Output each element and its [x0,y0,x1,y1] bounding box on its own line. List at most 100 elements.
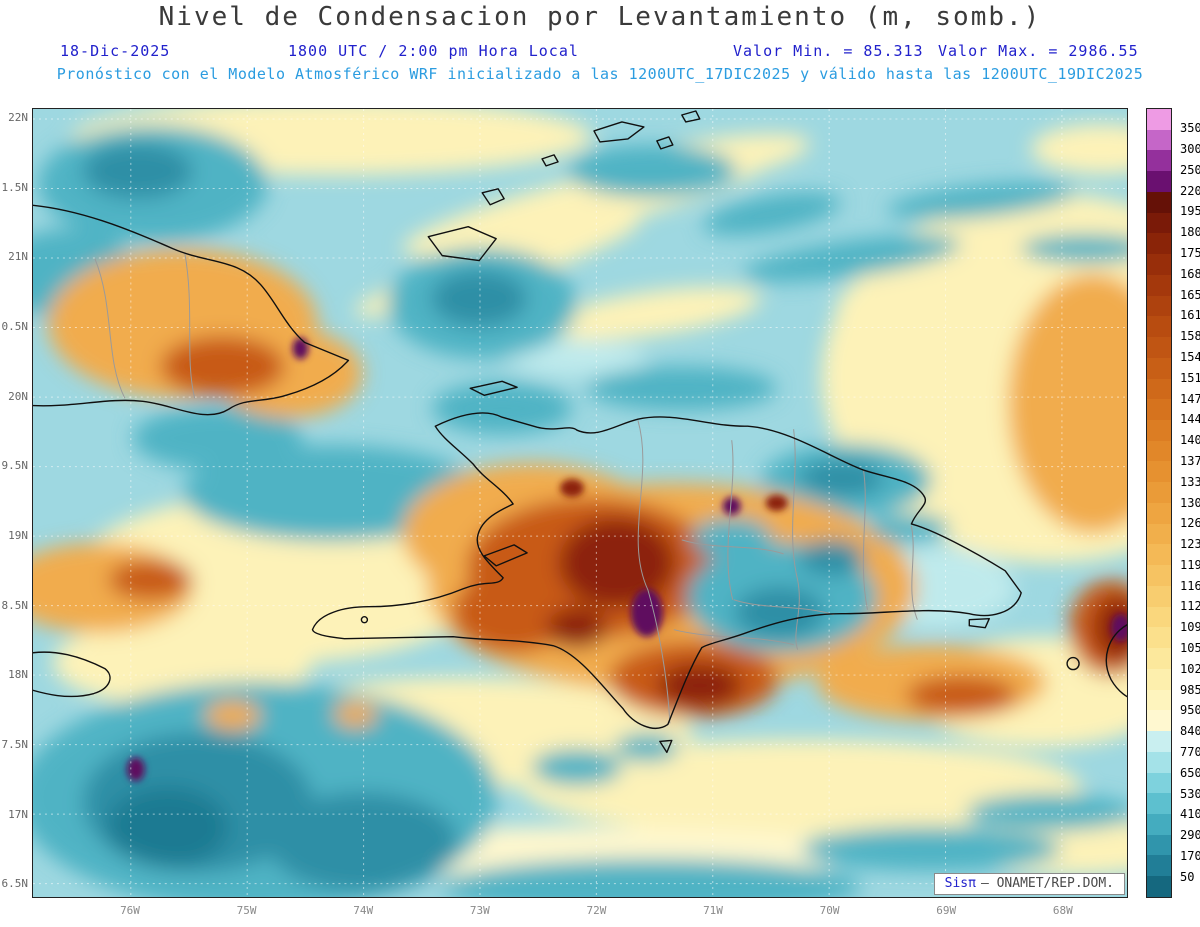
colorbar-cell [1147,420,1171,441]
colorbar-label: 1440 [1180,412,1200,427]
colorbar-label: 840 [1180,724,1200,739]
colorbar-cell [1147,772,1171,794]
colorbar-cell [1147,627,1171,649]
colorbar-cell [1147,565,1171,586]
colorbar-cell [1147,191,1171,213]
colorbar-label: 1650 [1180,287,1200,302]
lat-axis: 22N 1.5N 21N 0.5N 20N 9.5N 19N 8.5N 18N 7.5N 17N 6.… [0,108,29,898]
lat-tick-label: 9.5N [1,459,29,473]
small-cay-2 [681,110,701,123]
map-canvas [33,109,1127,897]
colorbar-cell [1147,233,1171,255]
small-cay [541,154,559,167]
colorbar-cell [1147,150,1171,172]
colorbar-label: 1685 [1180,266,1200,281]
colorbar-cell [1147,502,1171,524]
credit-org: — ONAMET/REP.DOM. [980,876,1114,891]
colorbar-label: 1475 [1180,391,1200,406]
colorbar-label: 1300 [1180,495,1200,510]
colorbar-label: 3500 [1180,121,1200,136]
lon-tick-label: 76W [120,904,140,917]
forecast-description: Pronóstico con el Modelo Atmosférico WRF… [56,65,1144,83]
lon-tick-label: 73W [469,904,490,917]
cuba-coastline [33,204,350,416]
colorbar-label: 530 [1180,786,1200,801]
lat-tick-label: 0.5N [1,320,29,334]
colorbar-label: 50 [1180,869,1195,884]
colorbar-cell [1147,316,1171,338]
colorbar-cell [1147,274,1171,296]
lon-tick-label: 75W [236,904,257,917]
colorbar-label: 1335 [1180,474,1200,489]
colorbar-cell [1147,648,1171,669]
colorbar-label: 1545 [1180,349,1200,364]
colorbar-label: 290 [1180,828,1200,843]
colorbar-label: 2500 [1180,162,1200,177]
colorbar-label: 1160 [1180,578,1200,593]
colorbar-cell [1147,295,1171,317]
beata-island [659,739,673,754]
lat-tick-label: 21N [8,250,28,264]
colorbar-cell [1147,378,1171,400]
colorbar-cell [1147,834,1171,856]
colorbar-cell [1147,689,1171,711]
colorbar-label: 410 [1180,807,1200,822]
colorbar-cell [1147,544,1171,566]
little-inagua-island [481,188,505,206]
colorbar-label: 1090 [1180,620,1200,635]
colorbar-label: 1405 [1180,433,1200,448]
hispaniola-coastline [311,412,1022,729]
valid-time: 1800 UTC / 2:00 pm Hora Local [288,42,579,60]
colorbar-cell [1147,129,1171,151]
saona-island [968,618,990,629]
tortuga-island [469,380,518,396]
lon-tick-label: 74W [353,904,374,917]
page-title: Nivel de Condensacion por Levantamiento … [158,2,1042,32]
lat-tick-label: 1.5N [1,180,29,194]
colorbar-cell [1147,876,1171,897]
jamaica-coastline [33,651,111,698]
colorbar-label: 950 [1180,703,1200,718]
colorbar-cell [1147,855,1171,877]
colorbar-label: 170 [1180,848,1200,863]
colorbar-cell [1147,710,1171,732]
colorbar-label: 1195 [1180,557,1200,572]
lat-tick-label: 17N [8,807,28,821]
navassa-island [360,616,369,624]
coastlines [33,110,1127,754]
lat-tick-label: 22N [8,111,28,124]
gonave-island [483,544,528,567]
colorbar-label: 1230 [1180,537,1200,552]
sispi-brand: Sisπ [944,876,976,891]
colorbar-cell [1147,793,1171,814]
lcl-field [33,109,1127,897]
colorbar-cell [1147,482,1171,503]
colorbar-label: 650 [1180,765,1200,780]
value-min: Valor Min. = 85.313 [733,42,924,60]
colorbar-label: 1125 [1180,599,1200,614]
lat-tick-label: 18N [8,668,28,682]
colorbar-cell [1147,171,1171,192]
colorbar-label: 1265 [1180,516,1200,531]
great-inagua-island [427,226,497,262]
colorbar-label: 1800 [1180,225,1200,240]
colorbar-label: 2200 [1180,183,1200,198]
lat-tick-label: 19N [8,529,28,543]
colorbar-label: 1020 [1180,661,1200,676]
lat-tick-label: 8.5N [1,598,29,612]
colorbar-cell [1147,109,1171,130]
mona-island [1066,656,1080,671]
lon-tick-label: 69W [936,904,957,917]
colorbar-cell [1147,440,1171,462]
colorbar-cell [1147,254,1171,275]
lon-axis: 76W 75W 74W 73W 72W 71W 70W 69W 68W [32,904,1128,920]
credit-box: Sisπ — ONAMET/REP.DOM. [933,873,1125,895]
colorbar-cell [1147,751,1171,773]
lat-tick-label: 6.5N [1,877,29,891]
colorbar-label: 770 [1180,744,1200,759]
colorbar-cell [1147,813,1171,835]
colorbar-cell [1147,399,1171,421]
colorbar-label: 1615 [1180,308,1200,323]
turks-islands [656,136,674,150]
colorbar-label: 3000 [1180,142,1200,157]
